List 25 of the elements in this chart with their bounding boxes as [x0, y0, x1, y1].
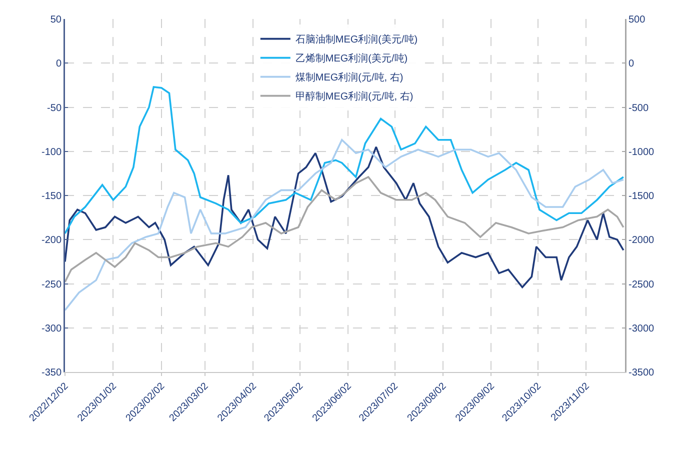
line-series — [65, 139, 624, 312]
y2-tick-label: -3500 — [628, 368, 655, 378]
y-tick-label: 50 — [50, 14, 62, 26]
y2-tick-label: 0 — [628, 58, 634, 70]
legend-label: 甲醇制MEG利润(元/吨, 右) — [295, 90, 414, 103]
y2-tick-label: -3000 — [628, 323, 655, 334]
y2-tick-label: -2000 — [628, 235, 655, 246]
y2-tick-label: 500 — [628, 14, 646, 26]
y-tick-label: -200 — [41, 235, 62, 246]
legend-label: 石脑油制MEG利润(美元/吨) — [295, 34, 418, 46]
y-tick-label: 0 — [56, 58, 62, 70]
y2-tick-label: -1500 — [628, 191, 655, 202]
y2-tick-label: -2500 — [628, 279, 655, 290]
legend-label: 煤制MEG利润(元/吨, 右) — [295, 72, 404, 84]
y-tick-label: -150 — [41, 191, 62, 202]
line-series — [65, 146, 624, 288]
y2-tick-label: -500 — [628, 102, 649, 114]
y-tick-label: -250 — [41, 279, 62, 290]
y-tick-label: -100 — [41, 146, 62, 158]
y2-tick-label: -1000 — [628, 146, 655, 158]
y-tick-label: -300 — [41, 323, 62, 334]
y-tick-label: -50 — [47, 102, 62, 114]
legend-label: 乙烯制MEG利润(美元/吨) — [295, 52, 408, 65]
y-tick-label: -350 — [41, 368, 62, 378]
line-series — [65, 86, 624, 234]
